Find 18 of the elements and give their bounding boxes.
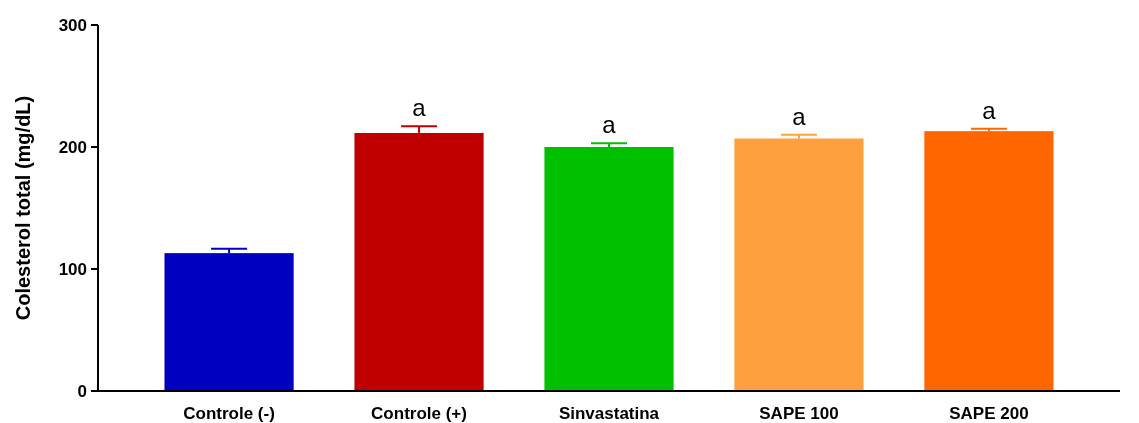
bar (734, 138, 864, 391)
y-tick-label: 300 (58, 15, 87, 35)
y-tick-label: 0 (77, 381, 87, 401)
annotation: a (982, 96, 997, 124)
annotation: a (412, 94, 427, 122)
x-tick-label: Controle (+) (371, 404, 467, 423)
x-tick-label: Controle (-) (183, 404, 275, 423)
x-tick-label: SAPE 100 (759, 404, 839, 423)
x-tick-label: SAPE 200 (949, 404, 1029, 423)
annotation: a (792, 102, 807, 130)
y-axis-title: Colesterol total (mg/dL) (12, 95, 34, 321)
bar (924, 131, 1054, 391)
bar (544, 147, 674, 391)
x-tick-label: Sinvastatina (558, 404, 660, 423)
y-tick-label: 100 (58, 259, 87, 279)
annotation: a (602, 111, 617, 139)
bar (164, 253, 294, 391)
y-tick-label: 200 (58, 137, 87, 157)
